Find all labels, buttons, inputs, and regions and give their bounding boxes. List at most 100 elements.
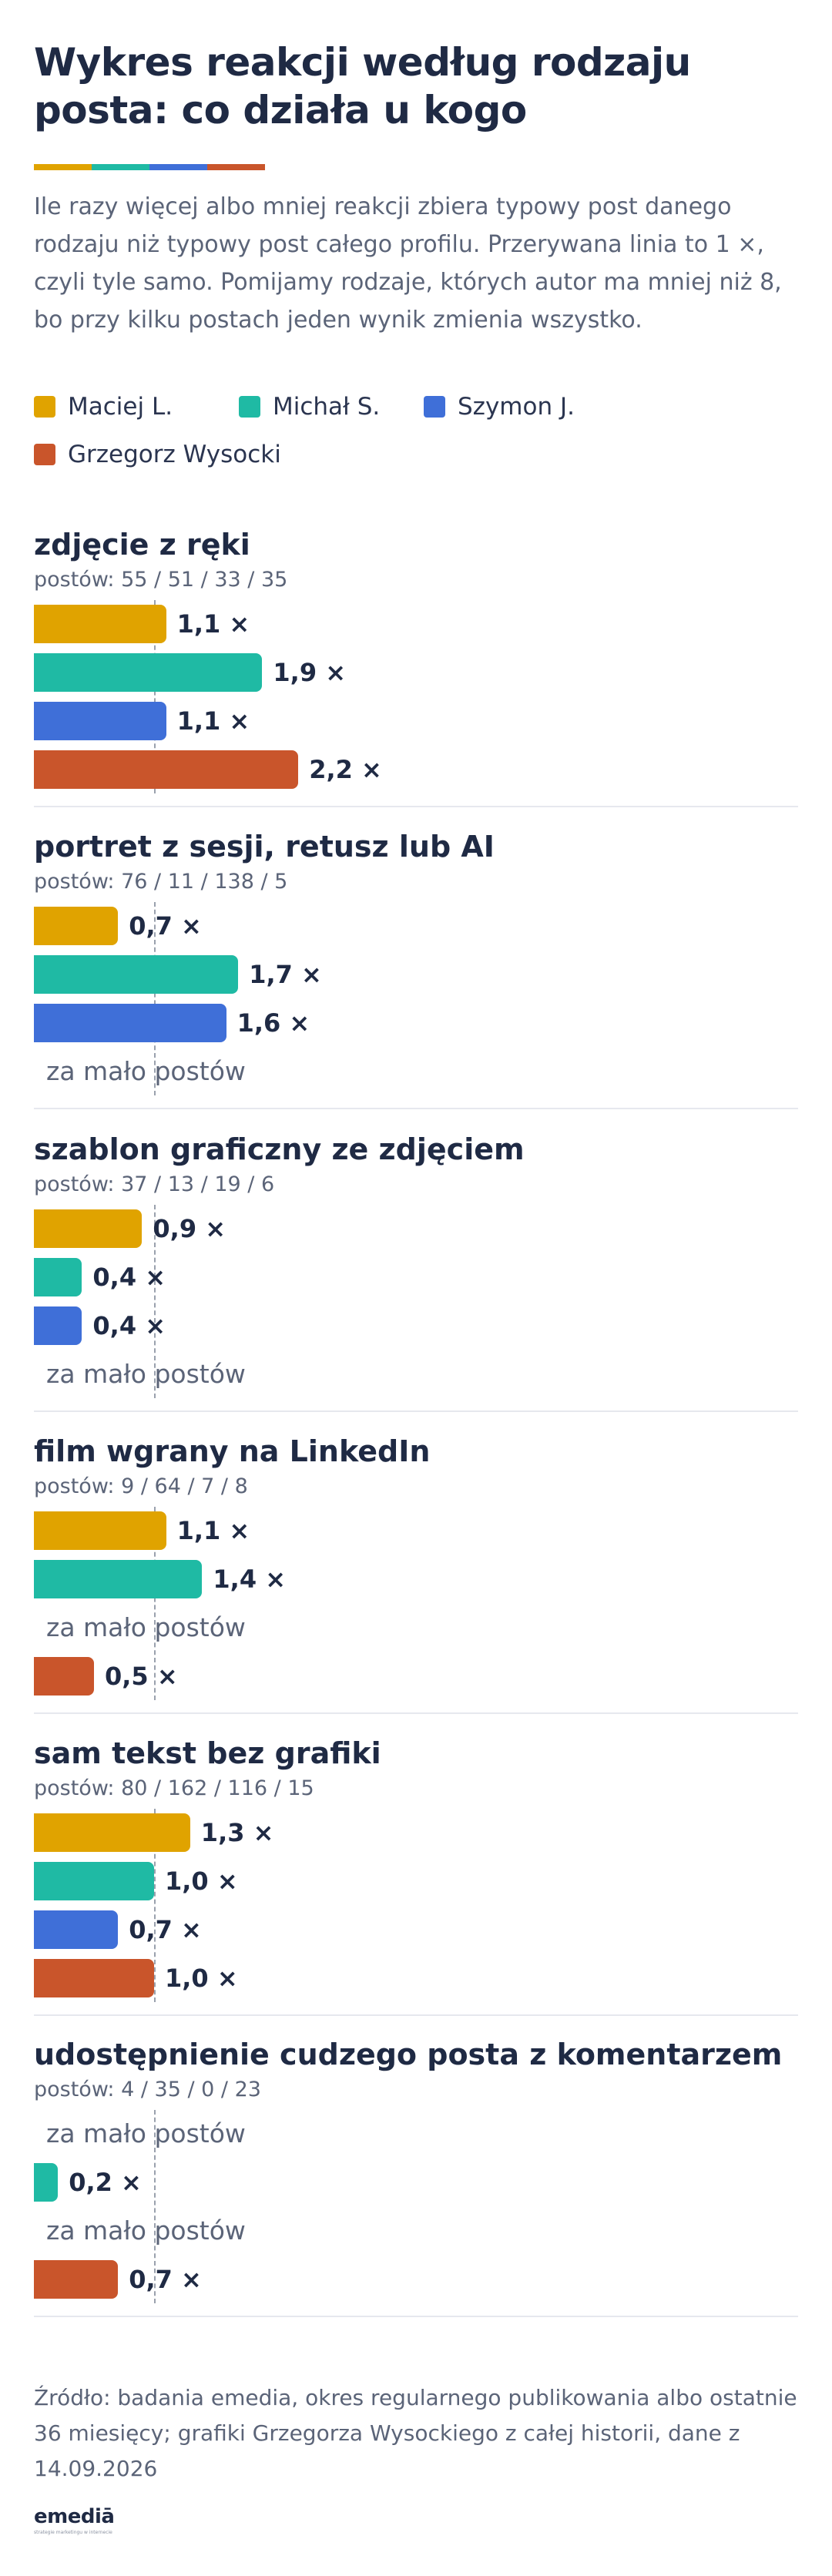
bar-row-grzegorz: 0,7 × [34,2260,798,2299]
bar-row-michal: 0,2 × [34,2163,798,2202]
bar-row-szymon: 0,4 × [34,1306,798,1345]
bar-grzegorz [34,750,299,789]
bar-row-szymon: za mało postów [34,1608,798,1647]
bar-row-michal: 1,9 × [34,653,798,692]
legend-swatch-michal [239,396,260,418]
logo-name: emediā [34,2505,115,2528]
bar-maciej [34,605,166,643]
bar-row-maciej: 1,1 × [34,605,798,643]
insufficient-posts-label: za mało postów [46,2215,246,2246]
bar-michal [34,1560,203,1598]
bar-value-label: 0,4 × [92,1263,166,1292]
category-post-counts: postów: 4 / 35 / 0 / 23 [34,2078,261,2101]
bar-row-grzegorz: 0,5 × [34,1657,798,1696]
bar-szymon [34,1004,226,1042]
legend-label-maciej: Maciej L. [68,393,173,421]
bar-row-michal: 1,4 × [34,1560,798,1598]
bar-szymon [34,702,166,740]
accent-segment-szymon [149,164,207,170]
bar-michal [34,1258,82,1296]
bar-row-grzegorz: za mało postów [34,1355,798,1394]
section-divider [34,806,798,807]
bar-maciej [34,1813,190,1852]
bar-value-label: 1,6 × [237,1008,310,1038]
bar-value-label: 0,4 × [92,1311,166,1340]
category-title: portret z sesji, retusz lub AI [34,830,495,864]
baseline-1x-line [154,1205,156,1398]
category-title: film wgrany na LinkedIn [34,1434,431,1468]
accent-segment-michal [92,164,149,170]
source-note: Źródło: badania emedia, okres regularneg… [34,2385,797,2481]
chart-subtitle: Ile razy więcej albo mniej reakcji zbier… [34,193,782,334]
category-title: szablon graficzny ze zdjęciem [34,1132,525,1166]
legend-swatch-szymon [424,396,445,418]
bar-szymon [34,1306,82,1345]
legend-label-grzegorz: Grzegorz Wysocki [68,441,281,468]
bar-row-szymon: 0,7 × [34,1910,798,1949]
category-post-counts: postów: 37 / 13 / 19 / 6 [34,1172,275,1196]
baseline-1x-line [154,902,156,1095]
bar-grzegorz [34,2260,119,2299]
bar-maciej [34,907,119,945]
bar-row-michal: 0,4 × [34,1258,798,1296]
bar-grzegorz [34,1657,94,1696]
bar-michal [34,955,239,994]
bar-value-label: 1,3 × [200,1818,274,1847]
category-title: zdjęcie z ręki [34,528,250,562]
bar-row-maciej: 0,7 × [34,907,798,945]
section-divider [34,2316,798,2317]
bar-szymon [34,1910,119,1949]
bar-grzegorz [34,1959,154,1997]
legend-label-szymon: Szymon J. [458,393,575,421]
legend-label-michal: Michał S. [273,393,381,421]
bar-maciej [34,1511,166,1550]
accent-segment-grzegorz [207,164,265,170]
legend-item-maciej: Maciej L. [34,393,173,421]
section-divider [34,1108,798,1109]
legend-swatch-grzegorz [34,444,55,465]
insufficient-posts-label: za mało postów [46,2118,246,2148]
category-post-counts: postów: 76 / 11 / 138 / 5 [34,870,288,894]
insufficient-posts-label: za mało postów [46,1056,246,1086]
bar-value-label: 1,9 × [273,658,347,687]
category-post-counts: postów: 9 / 64 / 7 / 8 [34,1474,248,1498]
bar-value-label: 1,1 × [176,1516,250,1545]
bar-michal [34,653,263,692]
bar-value-label: 1,0 × [165,1964,238,1993]
legend-item-michal: Michał S. [239,393,380,421]
category-title: udostępnienie cudzego posta z komentarze… [34,2038,783,2071]
bar-value-label: 1,1 × [176,706,250,736]
category-post-counts: postów: 80 / 162 / 116 / 15 [34,1776,314,1800]
bar-row-maciej: 1,3 × [34,1813,798,1852]
bar-value-label: 0,9 × [153,1214,226,1243]
bar-value-label: 0,7 × [129,2265,202,2294]
legend-swatch-maciej [34,396,55,418]
bar-value-label: 0,7 × [129,1915,202,1944]
section-divider [34,1410,798,1412]
bar-row-maciej: 0,9 × [34,1209,798,1248]
bar-value-label: 0,2 × [69,2168,142,2197]
logo-tagline: strategie marketingu w internecie [34,2530,112,2535]
section-divider [34,1712,798,1714]
bar-row-maciej: 1,1 × [34,1511,798,1550]
bar-row-szymon: za mało postów [34,2212,798,2250]
emedia-logo: emediā strategie marketingu w internecie [34,2505,115,2535]
bar-value-label: 1,0 × [165,1867,238,1896]
baseline-1x-line [154,600,156,793]
bar-value-label: 2,2 × [309,755,382,784]
bar-michal [34,1862,154,1900]
bar-row-michal: 1,0 × [34,1862,798,1900]
chart-title: Wykres reakcji według rodzaju posta: co … [34,40,691,132]
bar-row-szymon: 1,1 × [34,702,798,740]
bar-value-label: 0,5 × [105,1662,178,1691]
legend-item-szymon: Szymon J. [424,393,575,421]
category-post-counts: postów: 55 / 51 / 33 / 35 [34,568,288,592]
section-divider [34,2014,798,2016]
baseline-1x-line [154,1507,156,1700]
bar-row-szymon: 1,6 × [34,1004,798,1042]
bar-row-michal: 1,7 × [34,955,798,994]
bar-value-label: 1,1 × [176,609,250,639]
bar-value-label: 1,7 × [249,960,322,989]
category-title: sam tekst bez grafiki [34,1736,381,1770]
title-accent-bar [34,164,265,170]
